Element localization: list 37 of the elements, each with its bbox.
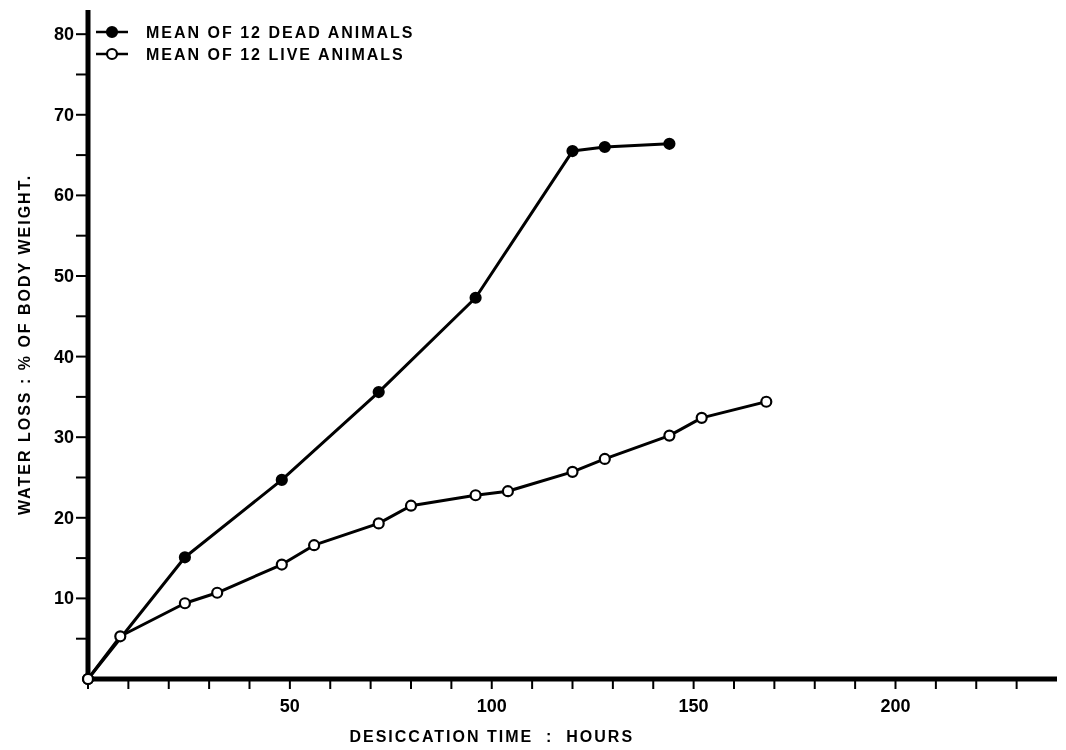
point [178, 597, 191, 610]
point [501, 485, 514, 498]
y-tick-label: 40 [53, 346, 74, 367]
point [114, 630, 127, 643]
y-axis-title: WATER LOSS : % OF BODY WEIGHT. [16, 173, 33, 516]
y-tick-label: 70 [53, 104, 74, 125]
x-tick-label: 150 [678, 696, 709, 716]
point [598, 452, 611, 466]
point [695, 411, 708, 424]
y-tick-label: 50 [53, 265, 74, 286]
point [469, 291, 482, 304]
point [308, 539, 321, 552]
point [275, 473, 288, 487]
point [663, 429, 676, 442]
point [372, 385, 385, 399]
point [566, 465, 579, 478]
point [760, 395, 773, 408]
point [178, 551, 191, 564]
y-tick-label: 30 [53, 427, 74, 448]
y-tick-label: 60 [53, 185, 74, 206]
point [404, 499, 418, 512]
x-tick-label: 200 [880, 696, 911, 716]
point [469, 489, 482, 502]
point [211, 586, 224, 599]
legend-label: MEAN OF 12 LIVE ANIMALS [146, 46, 405, 63]
x-tick-label: 50 [279, 696, 300, 716]
x-axis-title: DESICCATION TIME : HOURS [349, 728, 635, 745]
legend-label: MEAN OF 12 DEAD ANIMALS [146, 24, 415, 41]
y-tick-label: 80 [53, 24, 74, 45]
point [372, 517, 385, 530]
y-tick-label: 20 [53, 507, 74, 528]
point [663, 137, 676, 150]
point [598, 140, 611, 154]
x-tick-label: 100 [476, 696, 507, 716]
y-tick-label: 10 [53, 588, 74, 609]
point [275, 558, 288, 571]
point [566, 144, 579, 158]
